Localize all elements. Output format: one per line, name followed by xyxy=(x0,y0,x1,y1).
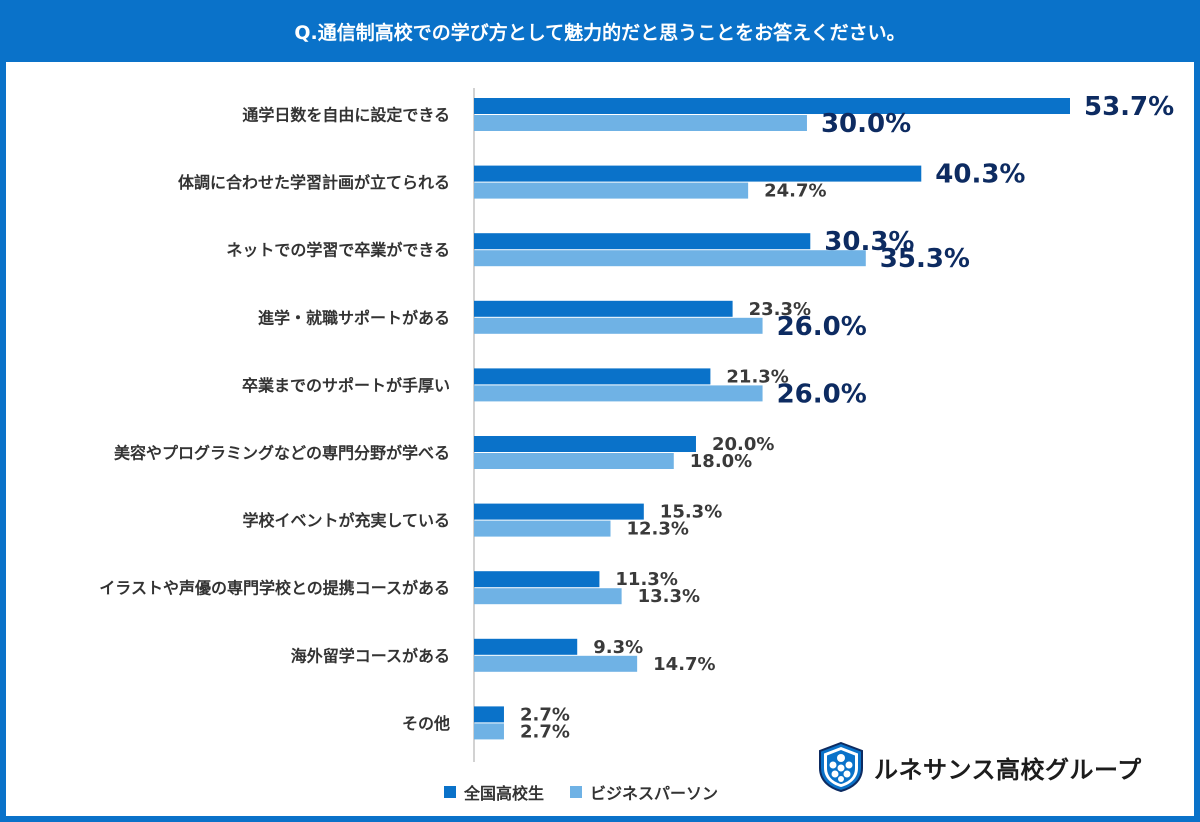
bar-series-a xyxy=(474,436,696,452)
data-label: 35.3% xyxy=(880,244,970,274)
brand-logo: ルネサンス高校グループ xyxy=(818,742,1142,792)
bar-series-b xyxy=(474,182,749,199)
data-label: 2.7% xyxy=(520,721,570,742)
category-label: その他 xyxy=(402,714,450,733)
bar-series-b xyxy=(474,453,674,469)
data-label: 21.3% xyxy=(726,366,788,387)
data-label: 13.3% xyxy=(638,586,700,607)
bar-series-b xyxy=(474,317,763,334)
category-label: イラストや声優の専門学校との提携コースがある xyxy=(99,579,450,598)
bar-series-a xyxy=(474,98,1070,114)
bar-series-a xyxy=(474,638,578,655)
data-label: 26.0% xyxy=(777,312,867,342)
category-label: ネットでの学習で卒業ができる xyxy=(226,241,450,260)
data-label: 14.7% xyxy=(653,654,715,675)
bar-series-a xyxy=(474,503,644,520)
category-label: 卒業までのサポートが手厚い xyxy=(242,376,450,395)
bar-series-a xyxy=(474,706,504,723)
bar-series-b xyxy=(474,115,807,131)
data-label: 30.0% xyxy=(821,109,911,139)
data-label: 18.0% xyxy=(690,451,752,472)
bar-series-b xyxy=(474,250,866,267)
legend-item-series-a: 全国高校生 xyxy=(444,780,544,804)
bar-series-b xyxy=(474,385,763,402)
category-label: 海外留学コースがある xyxy=(291,646,450,665)
bar-series-a xyxy=(474,165,922,182)
shield-emblem-icon xyxy=(819,742,863,792)
brand-logo-text: ルネサンス高校グループ xyxy=(874,755,1142,784)
legend-swatch-series-a xyxy=(444,786,456,798)
legend-item-series-b: ビジネスパーソン xyxy=(570,780,718,804)
legend: 全国高校生 ビジネスパーソン xyxy=(444,780,718,804)
data-label: 26.0% xyxy=(777,379,867,409)
category-label: 通学日数を自由に設定できる xyxy=(242,106,450,125)
category-label: 進学・就職サポートがある xyxy=(258,308,450,327)
data-label: 40.3% xyxy=(935,160,1025,190)
data-label: 20.0% xyxy=(712,434,774,455)
bar-series-a xyxy=(474,233,811,250)
data-label: 2.7% xyxy=(520,704,570,725)
category-label: 体調に合わせた学習計画が立てられる xyxy=(178,173,450,192)
data-label: 23.3% xyxy=(749,299,811,320)
data-label: 12.3% xyxy=(627,519,689,540)
bar-series-b xyxy=(474,520,611,537)
bar-series-a xyxy=(474,300,733,317)
data-label: 24.7% xyxy=(764,181,826,202)
legend-swatch-series-b xyxy=(570,786,583,798)
data-label: 15.3% xyxy=(660,502,722,523)
bar-series-a xyxy=(474,368,711,385)
bar-series-b xyxy=(474,723,504,740)
question-header: Q.通信制高校での学び方として魅力的だと思うことをお答えください。 xyxy=(0,0,1200,62)
bar-series-b xyxy=(474,588,622,605)
page-title: Q.通信制高校での学び方として魅力的だと思うことをお答えください。 xyxy=(294,21,906,44)
data-label: 53.7% xyxy=(1084,92,1174,122)
legend-label-series-b: ビジネスパーソン xyxy=(590,784,719,803)
category-label: 学校イベントが充実している xyxy=(242,511,450,530)
data-label: 9.3% xyxy=(593,637,643,658)
data-label: 11.3% xyxy=(615,569,677,590)
legend-label-series-a: 全国高校生 xyxy=(464,784,545,803)
category-label: 美容やプログラミングなどの専門分野が学べる xyxy=(114,444,450,463)
bar-series-a xyxy=(474,571,600,588)
bar-series-b xyxy=(474,655,638,672)
